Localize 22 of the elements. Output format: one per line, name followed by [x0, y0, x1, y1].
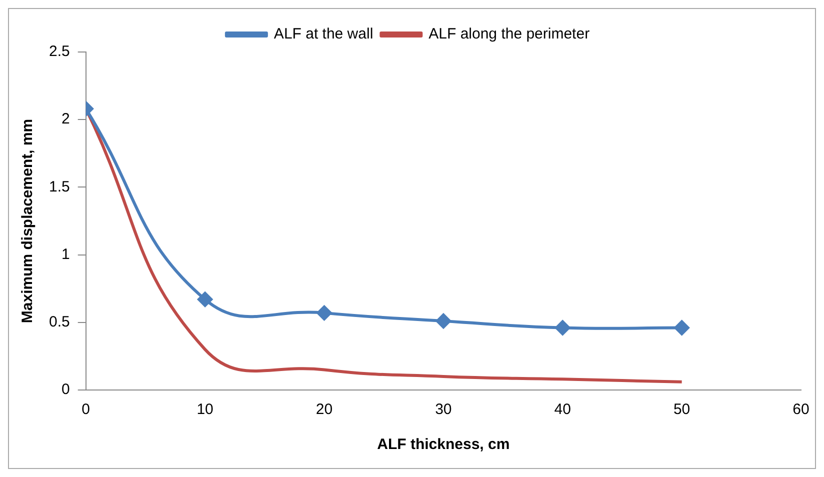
y-tick-label: 1.5 — [48, 178, 70, 196]
x-tick-label: 10 — [196, 401, 214, 418]
x-tick-label: 0 — [82, 401, 90, 418]
y-tick-label: 2 — [62, 110, 70, 128]
point — [555, 320, 570, 336]
point — [674, 320, 690, 336]
legend-label: ALF along the perimeter — [428, 26, 590, 43]
point — [198, 292, 213, 307]
point — [316, 305, 332, 320]
y-tick-label: 1 — [62, 246, 70, 263]
x-axis-title: ALF thickness, cm — [377, 436, 510, 454]
legend-label: ALF at the wall — [274, 26, 374, 43]
y-tick-label: 0.5 — [48, 314, 70, 331]
x-tick-label: 60 — [792, 401, 810, 418]
point — [436, 314, 451, 329]
x-tick-label: 50 — [673, 401, 690, 418]
x-tick-label: 40 — [554, 401, 571, 418]
x-tick-label: 30 — [435, 401, 452, 418]
y-tick-label: 2.5 — [48, 43, 70, 60]
y-tick-label: 0 — [62, 381, 70, 398]
y-axis-title: Maximum displacement, mm — [19, 118, 36, 324]
x-tick-label: 20 — [316, 401, 333, 418]
